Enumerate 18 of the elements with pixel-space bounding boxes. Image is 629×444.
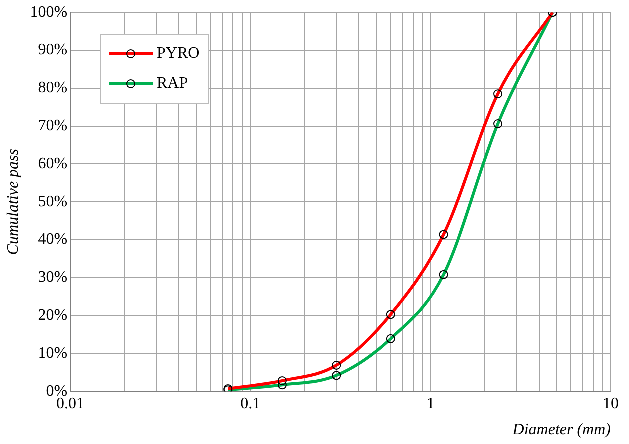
y-tick-label: 10%	[38, 344, 68, 362]
y-tick-label: 50%	[38, 193, 68, 210]
y-tick-label: 40%	[38, 231, 68, 248]
y-tick-label: 70%	[38, 118, 68, 135]
x-tick-label: 1	[426, 395, 435, 412]
legend-label: PYRO	[157, 45, 200, 63]
y-tick-label: 20%	[38, 307, 68, 324]
x-axis-title: Diameter (mm)	[512, 422, 611, 439]
x-tick-label: 0.01	[56, 395, 85, 412]
y-axis-title: Cumulative pass	[4, 148, 22, 256]
x-tick-label: 0.1	[240, 395, 261, 412]
y-tick-label: 90%	[38, 42, 68, 59]
legend-label: RAP	[157, 75, 188, 93]
y-tick-label: 30%	[38, 269, 68, 286]
y-tick-label: 60%	[38, 155, 68, 172]
y-tick-label: 100%	[30, 4, 68, 21]
y-tick-label: 80%	[38, 80, 68, 97]
x-tick-label: 10	[603, 395, 619, 412]
